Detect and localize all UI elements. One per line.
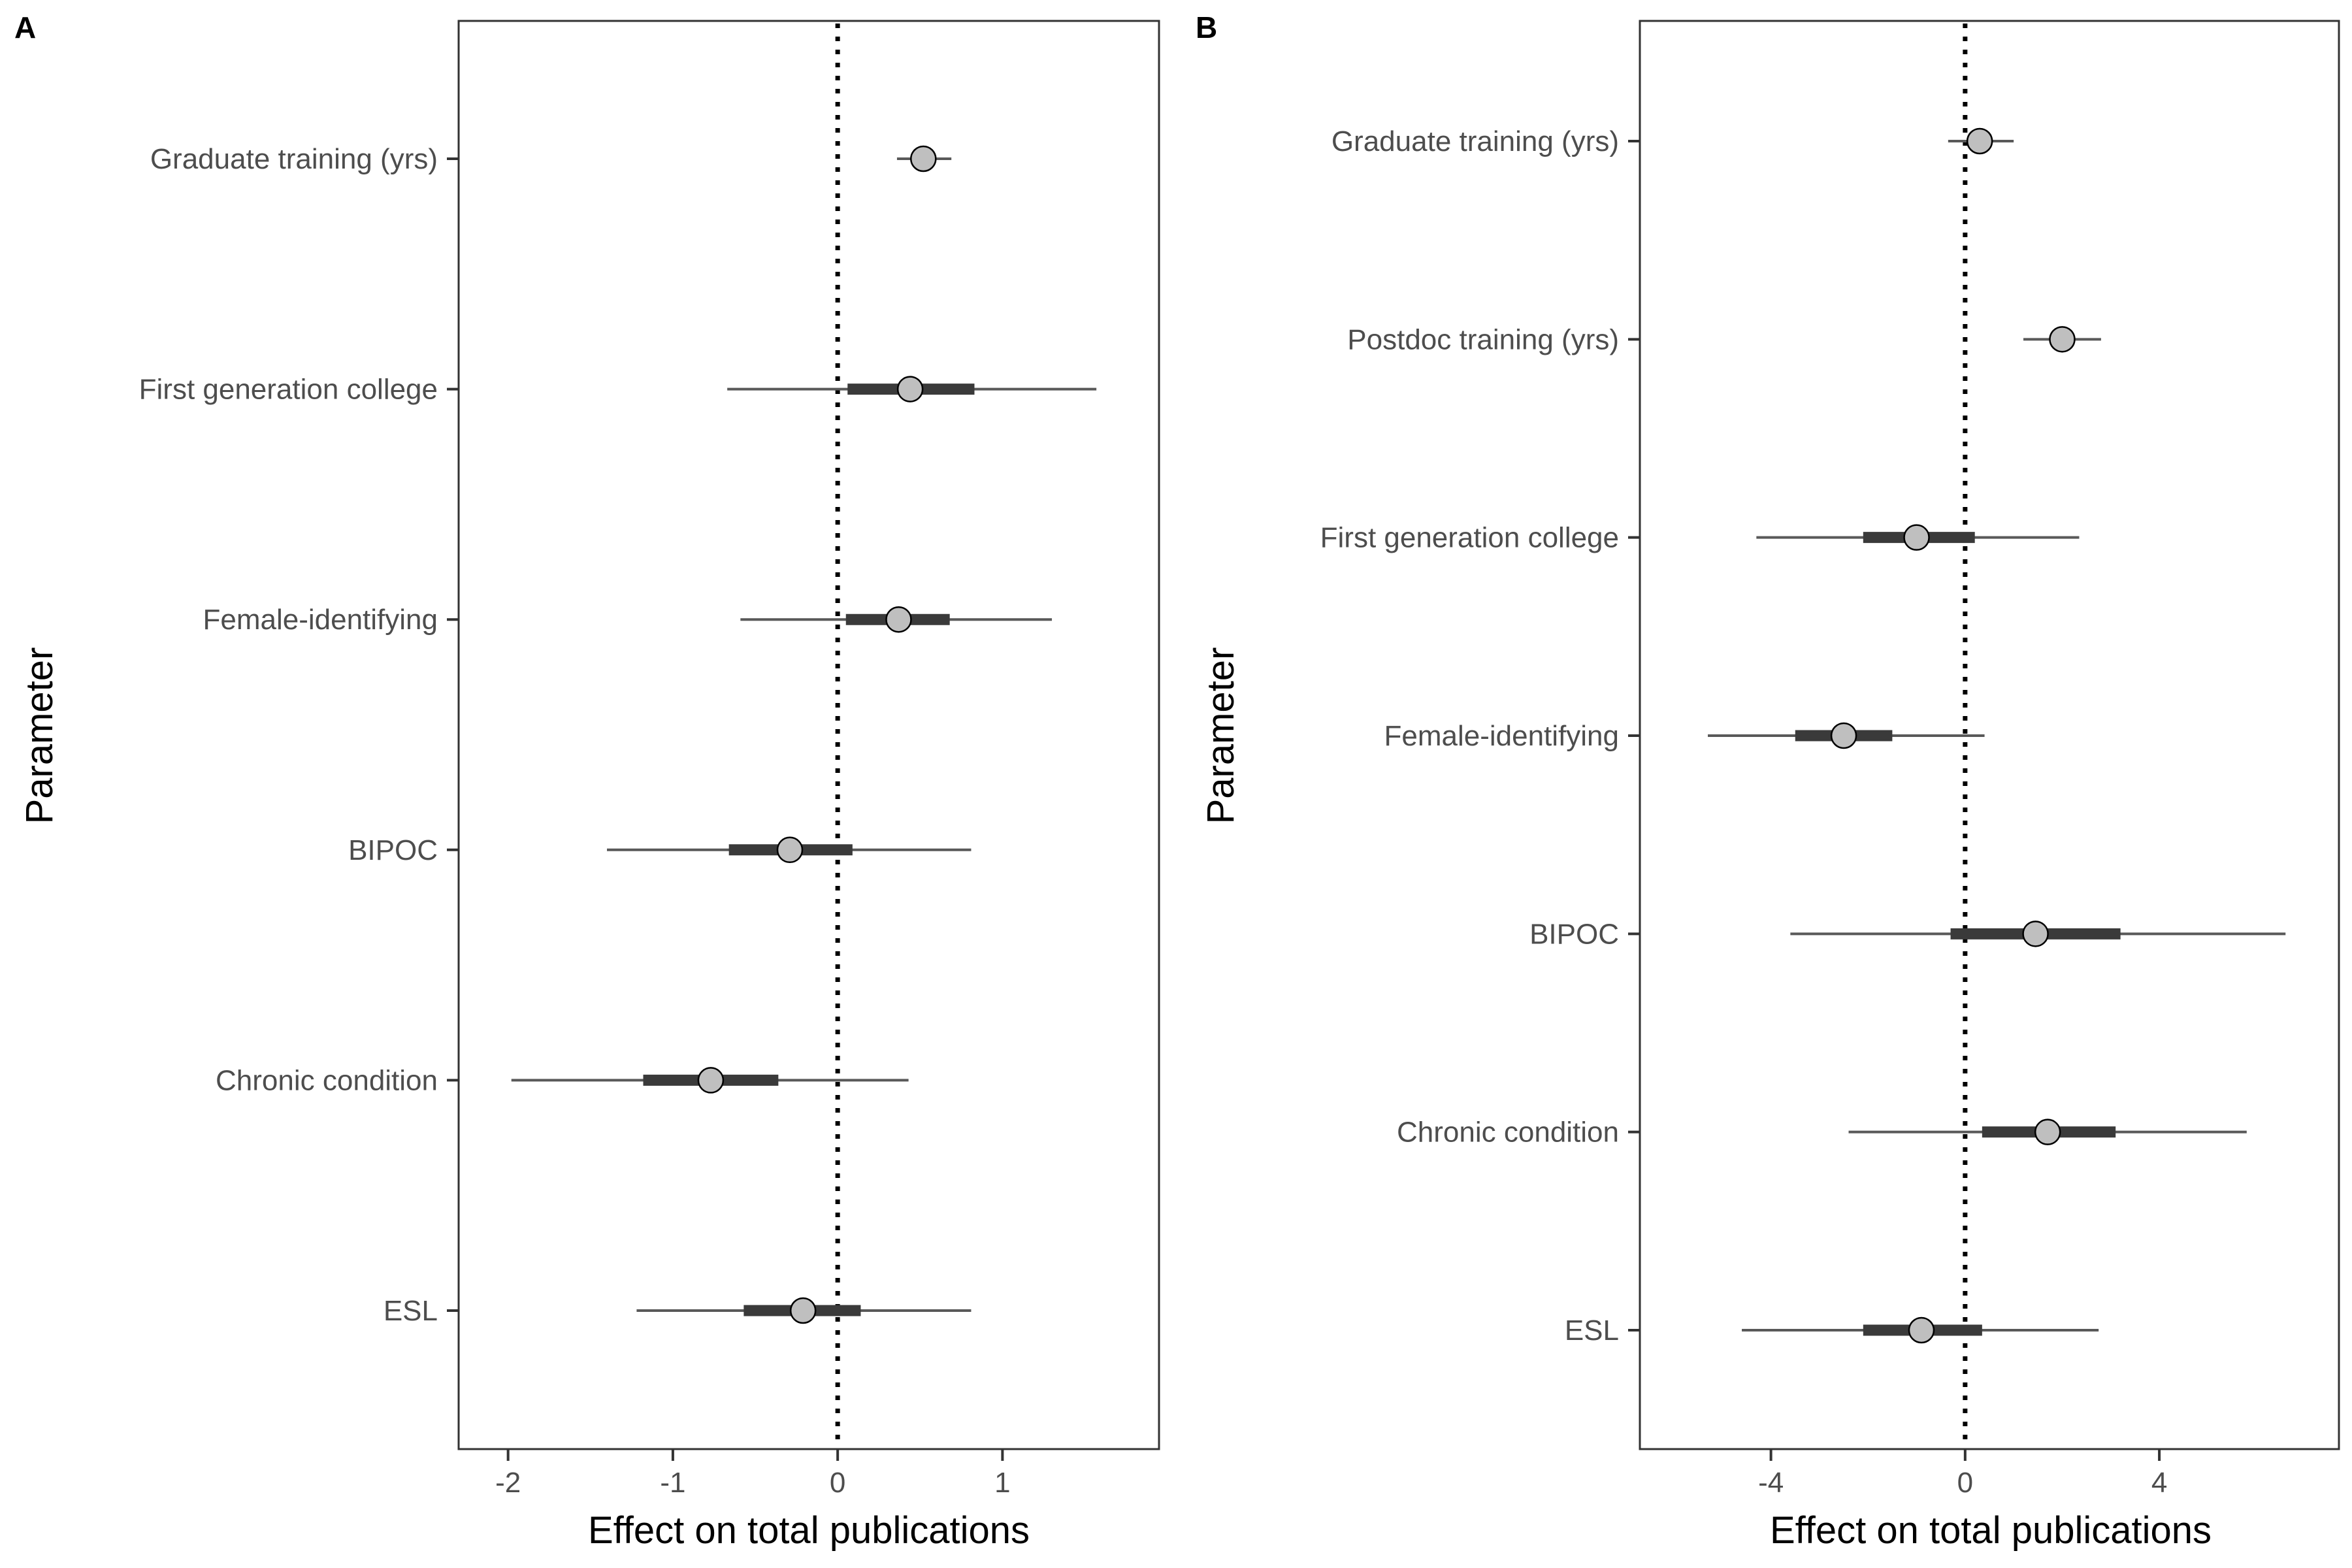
point-estimate [1966,127,1993,155]
x-tick-label: -2 [495,1467,521,1499]
panel-b-x-axis: -4 0 4 [1758,1449,2167,1499]
point-estimate [910,145,937,172]
panel-a-frame [457,20,1160,1450]
category-label: Female-identifying [203,604,438,636]
panel-b-marks [1708,127,2286,1344]
point-estimate [2049,326,2076,353]
panel-b-y-axis-title: Parameter [1200,647,1242,825]
point-estimate [885,606,912,633]
panel-b-letter: B [1196,10,1217,44]
point-estimate [697,1067,725,1094]
panel-b-category-axis: Graduate training (yrs) Postdoc training … [1320,125,1640,1347]
category-label: Graduate training (yrs) [1331,125,1619,157]
point-estimate [776,836,804,864]
category-label: Chronic condition [1397,1117,1619,1149]
x-tick-label: 4 [2151,1467,2167,1499]
x-tick-label: 1 [994,1467,1010,1499]
category-label: BIPOC [1529,918,1619,950]
panel-a-y-axis-title: Parameter [18,647,61,825]
panel-b-x-axis-title: Effect on total publications [1770,1509,2212,1552]
x-tick-label: -1 [660,1467,685,1499]
category-label: BIPOC [348,834,438,866]
panel-a: A Graduate training (yrs) First generatio… [14,10,1160,1552]
category-label: Postdoc training (yrs) [1347,323,1619,355]
category-label: ESL [384,1295,438,1327]
category-label: ESL [1565,1315,1619,1347]
x-tick-label: 0 [1957,1467,1973,1499]
point-estimate [896,376,924,402]
point-estimate [1903,524,1930,551]
category-label: First generation college [1320,522,1619,554]
point-estimate [789,1297,817,1324]
panel-a-marks [511,145,1097,1324]
category-label: Graduate training (yrs) [150,143,438,175]
point-estimate [2034,1119,2061,1145]
point-estimate [1830,722,1857,749]
x-tick-label: 0 [830,1467,845,1499]
point-estimate [2022,921,2049,947]
category-label: Chronic condition [216,1064,438,1096]
panel-a-category-axis: Graduate training (yrs) First generation … [139,143,459,1327]
panel-b: B Graduate training (yrs) Postdoc trainin… [1196,10,2340,1552]
panel-a-x-axis: -2 -1 0 1 [495,1449,1011,1499]
category-label: First generation college [139,374,438,406]
panel-a-letter: A [14,10,36,44]
x-tick-label: -4 [1758,1467,1784,1499]
category-label: Female-identifying [1384,720,1620,752]
point-estimate [1908,1316,1935,1344]
panel-a-x-axis-title: Effect on total publications [588,1509,1030,1552]
